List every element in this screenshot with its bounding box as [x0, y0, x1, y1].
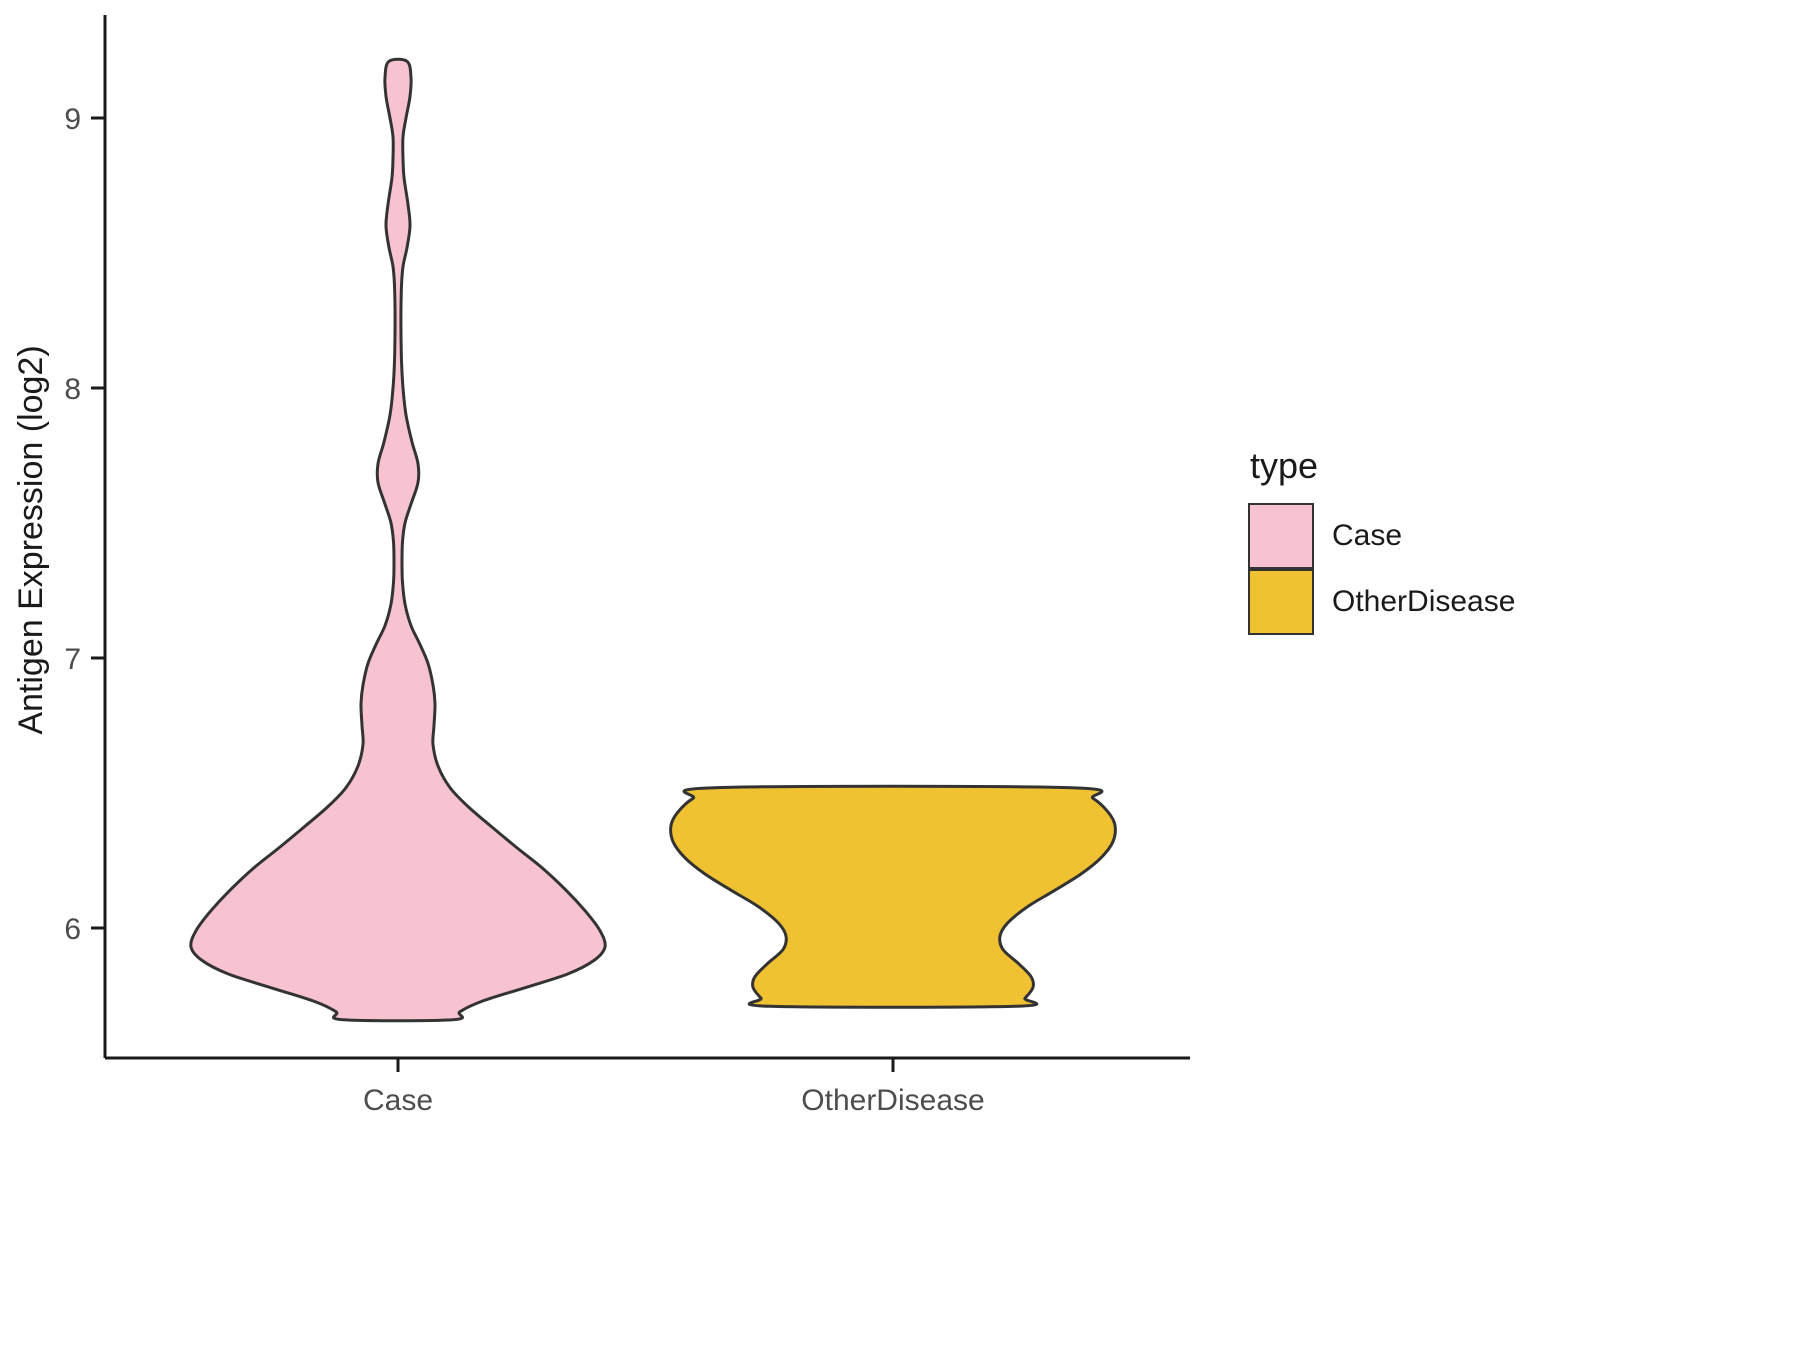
y-tick-label-9: 9 — [64, 103, 81, 136]
x-tick-label-otherdisease: OtherDisease — [801, 1084, 984, 1117]
legend-swatch-otherdisease — [1248, 569, 1314, 635]
legend-title: type — [1250, 445, 1319, 486]
legend-label-otherdisease: OtherDisease — [1332, 585, 1516, 618]
legend-item-case: Case — [1248, 503, 1515, 569]
y-tick-label-6: 6 — [64, 913, 81, 946]
y-tick-label-7: 7 — [64, 643, 81, 676]
legend-item-otherdisease: OtherDisease — [1248, 569, 1515, 635]
y-axis-title: Antigen Expression (log2) — [12, 345, 50, 734]
y-tick-label-8: 8 — [64, 373, 81, 406]
x-tick-label-case: Case — [363, 1084, 433, 1117]
legend: type Case OtherDisease — [1248, 445, 1515, 635]
legend-swatch-case — [1248, 503, 1314, 569]
violin-case — [189, 57, 607, 1023]
violin-otherdisease — [669, 784, 1117, 1009]
legend-label-case: Case — [1332, 519, 1403, 552]
